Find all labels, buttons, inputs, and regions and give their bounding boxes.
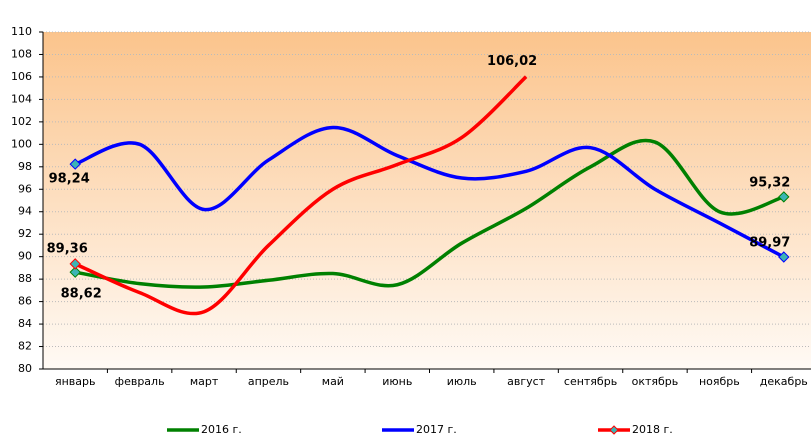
marker (778, 251, 790, 263)
y-tick-label: 82 (18, 340, 32, 353)
value-label: 89,97 (749, 236, 790, 251)
y-tick-label: 106 (11, 70, 32, 83)
value-label: 98,24 (49, 172, 90, 187)
x-tick-label: июнь (382, 375, 412, 388)
y-tick-label: 110 (11, 25, 32, 38)
y-tick-label: 92 (18, 227, 32, 240)
y-tick-label: 86 (18, 295, 32, 308)
x-tick-label: февраль (115, 375, 165, 388)
x-tick-label: август (507, 375, 546, 388)
x-tick-label: май (322, 375, 344, 388)
value-label: 89,36 (47, 241, 88, 256)
y-tick-label: 108 (11, 47, 32, 60)
x-tick-label: ноябрь (699, 375, 740, 388)
value-label: 95,32 (749, 175, 790, 190)
marker (778, 191, 790, 203)
legend-label: 2018 г. (632, 423, 673, 436)
y-tick-label: 84 (18, 317, 32, 330)
legend-label: 2016 г. (201, 423, 242, 436)
y-tick-label: 90 (18, 250, 32, 263)
marker (69, 158, 81, 170)
legend-marker (609, 425, 619, 435)
series-line (74, 125, 785, 259)
y-tick-label: 88 (18, 272, 32, 285)
x-tick-label: март (190, 375, 219, 388)
x-tick-label: октябрь (632, 375, 679, 388)
y-tick-label: 102 (11, 115, 32, 128)
x-tick-label: апрель (248, 375, 289, 388)
y-tick-label: 96 (18, 182, 32, 195)
x-tick-label: июль (447, 375, 477, 388)
marker (69, 266, 81, 278)
y-tick-label: 100 (11, 137, 32, 150)
x-tick-label: декабрь (760, 375, 808, 388)
y-tick-label: 94 (18, 205, 32, 218)
x-tick-label: январь (55, 375, 96, 388)
value-label: 106,02 (487, 54, 537, 69)
y-tick-label: 98 (18, 160, 32, 173)
y-tick-label: 80 (18, 362, 32, 375)
value-label: 88,62 (61, 287, 102, 302)
series-line (74, 138, 785, 289)
marker (69, 258, 81, 270)
plot-area (43, 32, 811, 369)
y-tick-label: 104 (11, 92, 32, 105)
legend-label: 2017 г. (416, 423, 457, 436)
x-tick-label: сентябрь (564, 375, 617, 388)
series-line (74, 75, 528, 316)
